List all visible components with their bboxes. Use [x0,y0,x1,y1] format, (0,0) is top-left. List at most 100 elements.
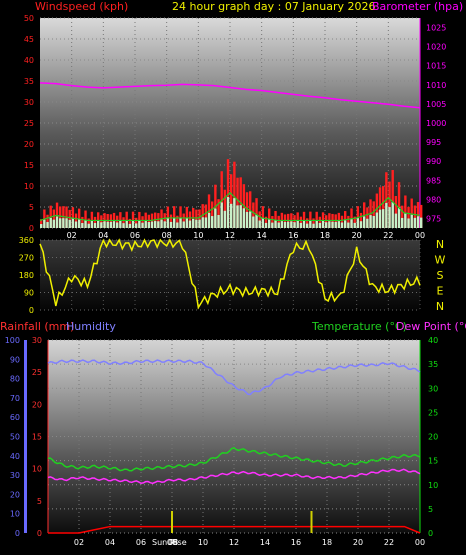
wind-average-bar [337,221,341,228]
time-tick-label: 20 [352,231,362,240]
wind-bar [74,213,78,228]
compass-label: S [437,269,444,282]
windspeed-tick-label: 30 [24,98,34,107]
wind-average-bar [230,203,233,228]
wind-bar [420,204,423,228]
wind-bar [166,206,170,228]
wind-average-bar [359,221,363,228]
wind-average-bar [321,220,325,228]
wind-average-bar [176,222,179,228]
wind-average-bar [242,208,246,228]
rainfall-tick-label: 0 [37,529,42,538]
wind-average-bar [372,216,375,228]
wind-average-bar [239,205,242,228]
wind-bar [233,161,236,228]
time-tick-label: 16 [288,231,298,240]
wind-bar [157,213,160,228]
barometer-tick-label: 1010 [426,81,446,90]
wind-average-bar [350,219,353,228]
time-tick-label: 12 [225,231,235,240]
wind-bar [299,216,303,228]
time-tick-label: 14 [260,538,270,547]
humidity-tick-label: 80 [10,375,20,384]
wind-bar [318,216,322,228]
wind-average-bar [306,223,309,228]
windspeed-tick-label: 35 [24,77,34,86]
wind-bar [236,177,239,228]
wind-average-bar [103,221,106,228]
wind-average-bar [296,220,299,228]
wind-average-bar [78,219,81,228]
wind-average-bar [204,217,208,228]
wind-bar [176,215,179,228]
wind-average-bar [166,218,170,228]
temperature-tick-label: 15 [428,457,438,466]
wind-bar [382,186,385,228]
time-tick-label: 18 [322,538,332,547]
wind-bar [372,201,375,228]
wind-average-bar [220,202,223,228]
wind-average-bar [290,221,293,228]
wind-panel-lines [39,82,421,222]
wind-average-bar [68,219,71,228]
wind-average-bar [331,221,334,228]
wind-bar [353,216,356,228]
barometer-tick-label: 975 [426,214,441,223]
wind-average-bar [65,218,68,228]
windspeed-tick-label: 40 [24,56,34,65]
wind-average-bar [334,221,337,228]
wind-bar [84,210,87,228]
dewpoint-axis-title: Dew Point (°C) [396,320,466,333]
wind-average-bar [347,222,350,228]
sunrise-hour-label: 08 [168,538,178,547]
wind-average-bar [271,222,274,228]
wind-bar [347,215,350,228]
wind-bar [163,213,166,228]
humidity-tick-label: 40 [10,452,20,461]
barometer-tick-label: 995 [426,138,441,147]
wind-bar [274,211,277,228]
wind-bar [131,211,135,228]
wind-average-bar [182,221,185,228]
wind-average-bar [62,218,65,228]
wind-bar [40,219,43,228]
wind-bar [122,217,125,228]
dewpoint-line [47,468,421,485]
humidity-tick-label: 30 [10,471,20,480]
humidity-tick-label: 0 [15,529,20,538]
wind-bar [135,217,138,228]
sunrise-label: Sun Rise [152,538,187,547]
wind-average-bar [252,216,255,228]
wind-bar [211,201,214,228]
windspeed-tick-label: 20 [24,140,34,149]
wind-bar [413,205,417,228]
wind-bar [59,206,62,228]
wind-average-bar [112,221,116,228]
barometer-tick-label: 1020 [426,43,446,52]
wind-average-bar [413,217,417,228]
temperature-tick-label: 35 [428,360,438,369]
wind-average-bar [328,221,331,228]
wind-bar [78,208,81,228]
wind-bar [109,214,113,228]
wind-average-bar [369,215,372,228]
wind-average-bar [141,222,144,228]
compass-label: N [436,300,444,313]
time-tick-label: 10 [193,231,203,240]
time-tick-label: 22 [384,538,394,547]
wind-bar [226,159,230,228]
wind-bar [93,216,97,228]
rainfall-tick-label: 20 [32,400,42,409]
wind-average-bar [404,213,407,228]
wind-average-bar [283,221,287,228]
rainfall-tick-label: 30 [32,336,42,345]
wind-bar [81,216,84,228]
direction-tick-label: 270 [19,254,34,263]
wind-average-bar [59,218,62,228]
wind-bar [388,181,391,228]
temperature-tick-label: 30 [428,384,438,393]
wind-average-bar [81,223,84,228]
time-tick-label: 02 [74,538,84,547]
wind-average-bar [287,221,290,228]
wind-average-bar [192,218,195,228]
